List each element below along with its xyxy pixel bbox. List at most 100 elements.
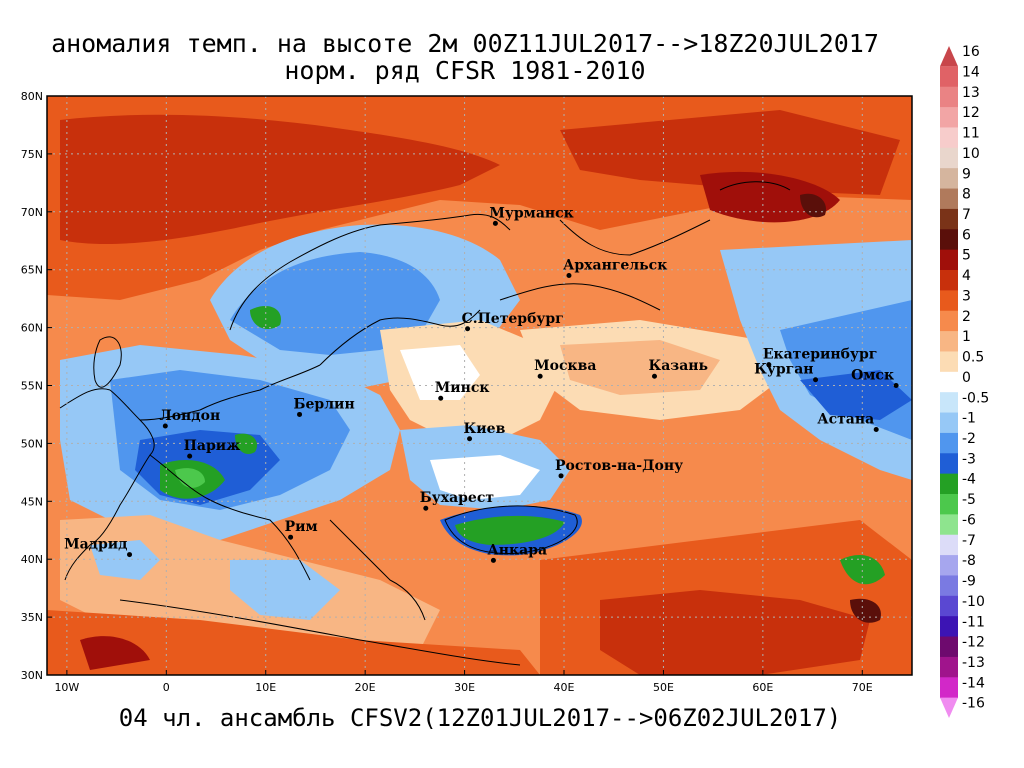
city-dot <box>651 373 657 379</box>
colorbar-swatch <box>940 412 958 434</box>
city-label: Омск <box>851 368 894 384</box>
colorbar-label: 1 <box>962 329 971 345</box>
lat-label: 40N <box>21 553 43 566</box>
lat-label: 35N <box>21 611 43 624</box>
colorbar-swatch <box>940 351 958 373</box>
lon-label: 10W <box>54 681 79 694</box>
latitude-labels: 80N 75N 70N 65N 60N 55N 50N 45N 40N 35N 30N <box>21 90 52 682</box>
colorbar-label: 3 <box>962 288 971 304</box>
colorbar-swatch <box>940 432 958 454</box>
colorbar-label: -11 <box>962 614 985 630</box>
city-dot <box>297 411 303 417</box>
colorbar-label: -1 <box>962 411 976 427</box>
city-label: Берлин <box>294 396 355 412</box>
colorbar-label: 13 <box>962 85 980 101</box>
colorbar-label: 8 <box>962 187 971 203</box>
colorbar-swatch <box>940 636 958 658</box>
city-dot <box>558 473 564 479</box>
lon-label: 20E <box>355 681 376 694</box>
colorbar-label: 9 <box>962 166 971 182</box>
city-dot <box>873 427 879 433</box>
colorbar-swatch <box>940 575 958 597</box>
colorbar-swatch <box>940 677 958 699</box>
city-label: Курган <box>754 362 813 378</box>
lat-label: 60N <box>21 322 43 335</box>
city-dot <box>127 552 133 558</box>
colorbar-label: 5 <box>962 248 971 264</box>
colorbar-swatch <box>940 107 958 128</box>
city-label: С.Петербург <box>462 311 564 327</box>
city-label: Мурманск <box>489 205 573 221</box>
lat-label: 50N <box>21 437 43 450</box>
colorbar-swatch <box>940 616 958 638</box>
colorbar-label: -9 <box>962 574 976 590</box>
colorbar-swatch <box>940 697 958 718</box>
colorbar-swatch <box>940 147 958 169</box>
city-label: Минск <box>435 380 490 396</box>
city-label: Казань <box>648 358 708 374</box>
colorbar-label: 14 <box>962 64 980 80</box>
city-label: Рим <box>285 519 318 535</box>
lon-label: 0 <box>163 681 170 694</box>
colorbar-label: -4 <box>962 472 976 488</box>
colorbar-label: -7 <box>962 533 976 549</box>
footer-caption: 04 чл. ансамбль CFSV2(12Z01JUL2017-->06Z… <box>118 704 842 732</box>
colorbar-swatch <box>940 208 958 230</box>
colorbar-swatch <box>940 595 958 617</box>
city-label: Астана <box>817 412 874 428</box>
lon-label: 60E <box>752 681 773 694</box>
colorbar-swatch <box>940 392 958 414</box>
colorbar-swatch <box>940 534 958 556</box>
colorbar-swatch <box>940 331 958 352</box>
lon-label: 30E <box>454 681 475 694</box>
city-markers: Мурманск Архангельск С.Петербург Москва Каза… <box>64 205 899 563</box>
longitude-labels: 10W 0 10E 20E 30E 40E 50E 60E 70E <box>54 670 873 694</box>
city-label: Бухарест <box>420 490 495 506</box>
colorbar-label: -3 <box>962 451 976 467</box>
lon-label: 40E <box>554 681 575 694</box>
lat-label: 80N <box>21 90 43 103</box>
city-dot <box>492 220 498 226</box>
city-dot <box>813 377 819 383</box>
colorbar: 16 14 13 12 11 10 9 8 7 6 5 4 3 2 1 0.5 0 -0.5 -1 -2 -3 -4 -5 -… <box>940 44 989 718</box>
colorbar-label: 6 <box>962 227 971 243</box>
colorbar-label: -14 <box>962 675 985 691</box>
colorbar-swatch <box>940 249 958 271</box>
colorbar-swatch <box>940 656 958 678</box>
city-label: Мадрид <box>64 537 127 553</box>
colorbar-swatch <box>940 453 958 475</box>
city-dot <box>187 453 193 459</box>
colorbar-swatch <box>940 494 958 515</box>
colorbar-label: -6 <box>962 512 976 528</box>
city-dot <box>537 373 543 379</box>
lon-label: 10E <box>255 681 276 694</box>
lat-label: 75N <box>21 148 43 161</box>
colorbar-swatch <box>940 290 958 312</box>
city-label: Лондон <box>159 408 220 424</box>
city-label: Москва <box>534 358 596 374</box>
city-dot <box>465 326 471 332</box>
colorbar-label: -8 <box>962 553 976 569</box>
lon-label: 70E <box>852 681 873 694</box>
lat-label: 30N <box>21 669 43 682</box>
lon-label: 50E <box>653 681 674 694</box>
grid-lines <box>47 96 912 675</box>
colorbar-label: -16 <box>962 696 985 712</box>
chart-title: аномалия темп. на высоте 2м 00Z11JUL2017… <box>51 29 879 58</box>
colorbar-swatch <box>940 86 958 108</box>
colorbar-label: 11 <box>962 126 980 142</box>
city-dot <box>490 557 496 563</box>
colorbar-swatch <box>940 46 958 67</box>
coastlines <box>59 181 791 666</box>
city-label: Киев <box>464 421 506 437</box>
colorbar-swatch <box>940 127 958 149</box>
colorbar-swatch <box>940 514 958 536</box>
colorbar-swatch <box>940 371 958 393</box>
colorbar-label: 0 <box>962 370 971 386</box>
chart-subtitle: норм. ряд CFSR 1981-2010 <box>284 56 646 85</box>
city-dot <box>566 272 572 278</box>
colorbar-label: -13 <box>962 655 985 671</box>
city-dot <box>423 505 429 511</box>
colorbar-label: 4 <box>962 268 971 284</box>
